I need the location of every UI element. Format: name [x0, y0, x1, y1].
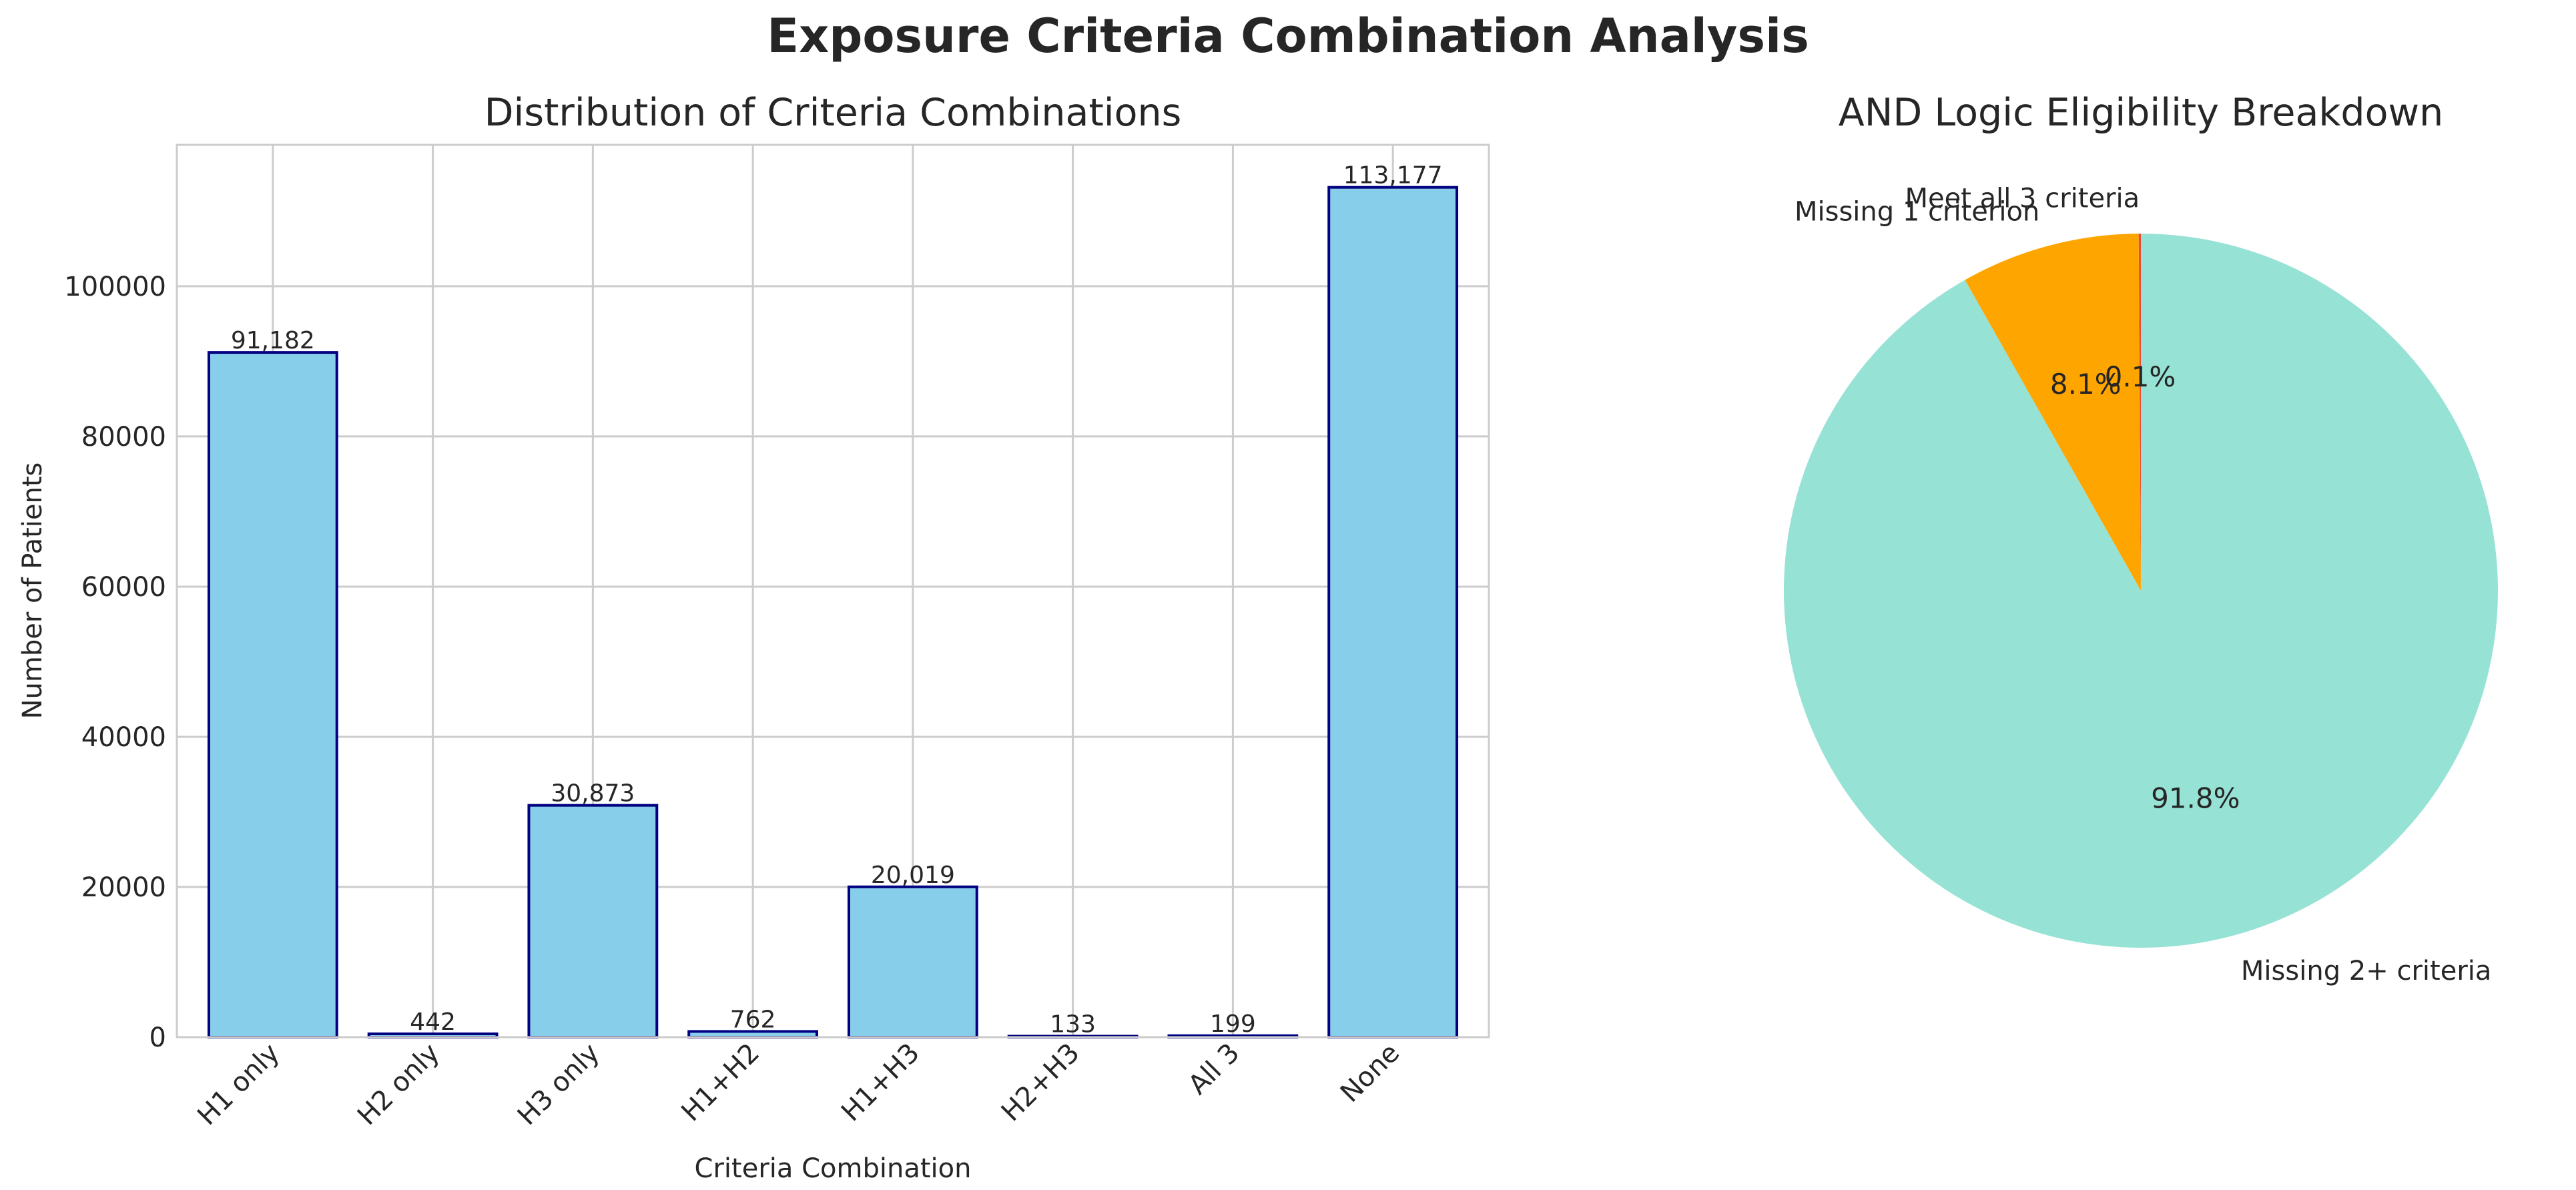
bar-value-label: 20,019: [871, 862, 955, 889]
pie-percent-labels: 0.1%8.1% 91.8%: [2050, 360, 2240, 814]
bar-y-tick-label: 20000: [81, 872, 166, 903]
bar-value-label: 133: [1050, 1011, 1096, 1038]
bar-y-tick-labels: 0 20000 40000 60000 80000 100000: [64, 272, 166, 1053]
bar-chart-frame: [176, 143, 1490, 1038]
bar-value-label: 762: [730, 1006, 776, 1033]
bar-value-labels: 91,182 442 30,873 762 20,019 133 199 113,177: [231, 162, 1443, 1038]
bar-value-label: 30,873: [551, 780, 635, 808]
pie-percent-label: 91.8%: [2151, 782, 2240, 814]
pie-slice-label: Meet all 3 criteria: [1905, 184, 2140, 214]
pie-slice: [2138, 234, 2141, 591]
pie-slice: [1965, 234, 2141, 591]
bar-value-label: 113,177: [1343, 162, 1443, 190]
bar-y-tick-label: 80000: [81, 422, 166, 453]
pie-percent-label: 8.1%: [2050, 368, 2122, 400]
bar-chart-bars: [207, 186, 1459, 1039]
pie-slice: [1784, 234, 2498, 948]
pie-slice-label: Missing 2+ criteria: [2241, 956, 2491, 986]
bar-value-label: 91,182: [231, 327, 315, 354]
pie-slice-label: Missing 1 criterion: [1795, 196, 2039, 227]
bar-y-tick-label: 0: [149, 1022, 166, 1053]
bar-y-tick-label: 100000: [64, 272, 166, 302]
bar-value-label: 442: [410, 1008, 456, 1036]
bar-chart: Distribution of Criteria Combinations 91…: [17, 91, 1490, 1184]
bar-y-tick-label: 60000: [81, 572, 166, 603]
bar: [1327, 186, 1459, 1038]
bar-x-axis-label: Criteria Combination: [695, 1153, 972, 1184]
pie-percent-label: 0.1%: [2105, 360, 2176, 393]
bar-chart-title: Distribution of Criteria Combinations: [485, 91, 1182, 135]
bar: [207, 351, 338, 1038]
bar: [527, 804, 659, 1038]
pie-chart-title: AND Logic Eligibility Breakdown: [1839, 91, 2443, 135]
pie-chart: AND Logic Eligibility Breakdown Meet all…: [1784, 91, 2498, 986]
pie-slices: [1784, 234, 2498, 948]
figure-title: Exposure Criteria Combination Analysis: [767, 9, 1809, 63]
bar-value-label: 199: [1210, 1010, 1256, 1038]
bar-y-axis-label: Number of Patients: [17, 463, 48, 719]
bar-y-tick-label: 40000: [81, 722, 166, 753]
bar: [847, 885, 978, 1039]
